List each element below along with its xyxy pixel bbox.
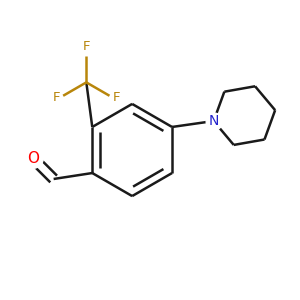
Text: F: F (53, 91, 60, 104)
Text: F: F (112, 91, 120, 104)
Text: F: F (82, 40, 90, 53)
Text: O: O (27, 151, 39, 166)
Text: N: N (208, 114, 219, 128)
